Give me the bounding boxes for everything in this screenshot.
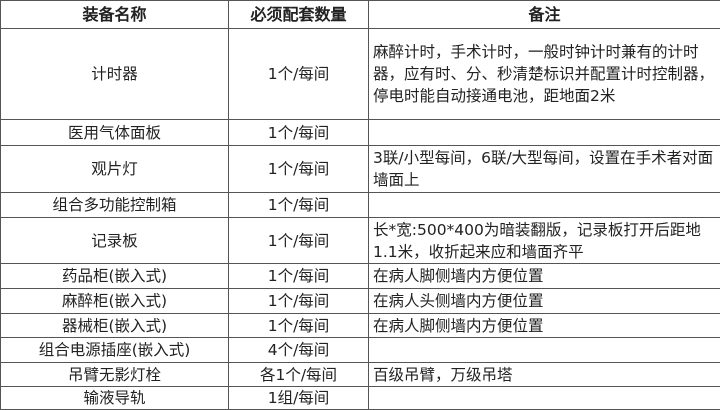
note [369,338,720,363]
quantity: 1个/每间 [229,264,369,289]
equipment-name: 输液导轨 [1,387,229,410]
equipment-name: 记录板 [1,218,229,264]
table-row: 组合电源插座(嵌入式)4个/每间 [1,338,720,363]
equipment-name: 组合多功能控制箱 [1,193,229,218]
equipment-name: 计时器 [1,29,229,120]
note [369,120,720,146]
equipment-name: 器械柜(嵌入式) [1,314,229,338]
quantity: 1个/每间 [229,289,369,314]
table-row: 器械柜(嵌入式)1个/每间在病人脚侧墙内方便位置 [1,314,720,338]
quantity: 各1个/每间 [229,363,369,387]
equipment-name: 医用气体面板 [1,120,229,146]
quantity: 4个/每间 [229,338,369,363]
table-row: 麻醉柜(嵌入式)1个/每间在病人头侧墙内方便位置 [1,289,720,314]
note: 长*宽:500*400为暗装翻版，记录板打开后距地1.1米，收折起来应和墙面齐平 [369,218,720,264]
note: 在病人脚侧墙内方便位置 [369,264,720,289]
equipment-name: 观片灯 [1,146,229,193]
equipment-name: 药品柜(嵌入式) [1,264,229,289]
equipment-name: 组合电源插座(嵌入式) [1,338,229,363]
note: 百级吊臂，万级吊塔 [369,363,720,387]
quantity: 1个/每间 [229,218,369,264]
quantity: 1个/每间 [229,314,369,338]
note [369,193,720,218]
note: 在病人头侧墙内方便位置 [369,289,720,314]
quantity: 1个/每间 [229,29,369,120]
header-row: 装备名称必须配套数量备注 [1,1,720,29]
table-row: 吊臂无影灯栓各1个/每间百级吊臂，万级吊塔 [1,363,720,387]
quantity: 1个/每间 [229,193,369,218]
note: 3联/小型每间，6联/大型每间，设置在手术者对面墙面上 [369,146,720,193]
equipment-name: 吊臂无影灯栓 [1,363,229,387]
header-cell: 必须配套数量 [229,1,369,29]
quantity: 1个/每间 [229,146,369,193]
header-cell: 装备名称 [1,1,229,29]
quantity: 1个/每间 [229,120,369,146]
note: 在病人脚侧墙内方便位置 [369,314,720,338]
note: 麻醉计时，手术计时，一般时钟计时兼有的计时器，应有时、分、秒清楚标识并配置计时控… [369,29,720,120]
equipment-name: 麻醉柜(嵌入式) [1,289,229,314]
header-cell: 备注 [369,1,720,29]
quantity: 1组/每间 [229,387,369,410]
table-row: 药品柜(嵌入式)1个/每间在病人脚侧墙内方便位置 [1,264,720,289]
note [369,387,720,410]
